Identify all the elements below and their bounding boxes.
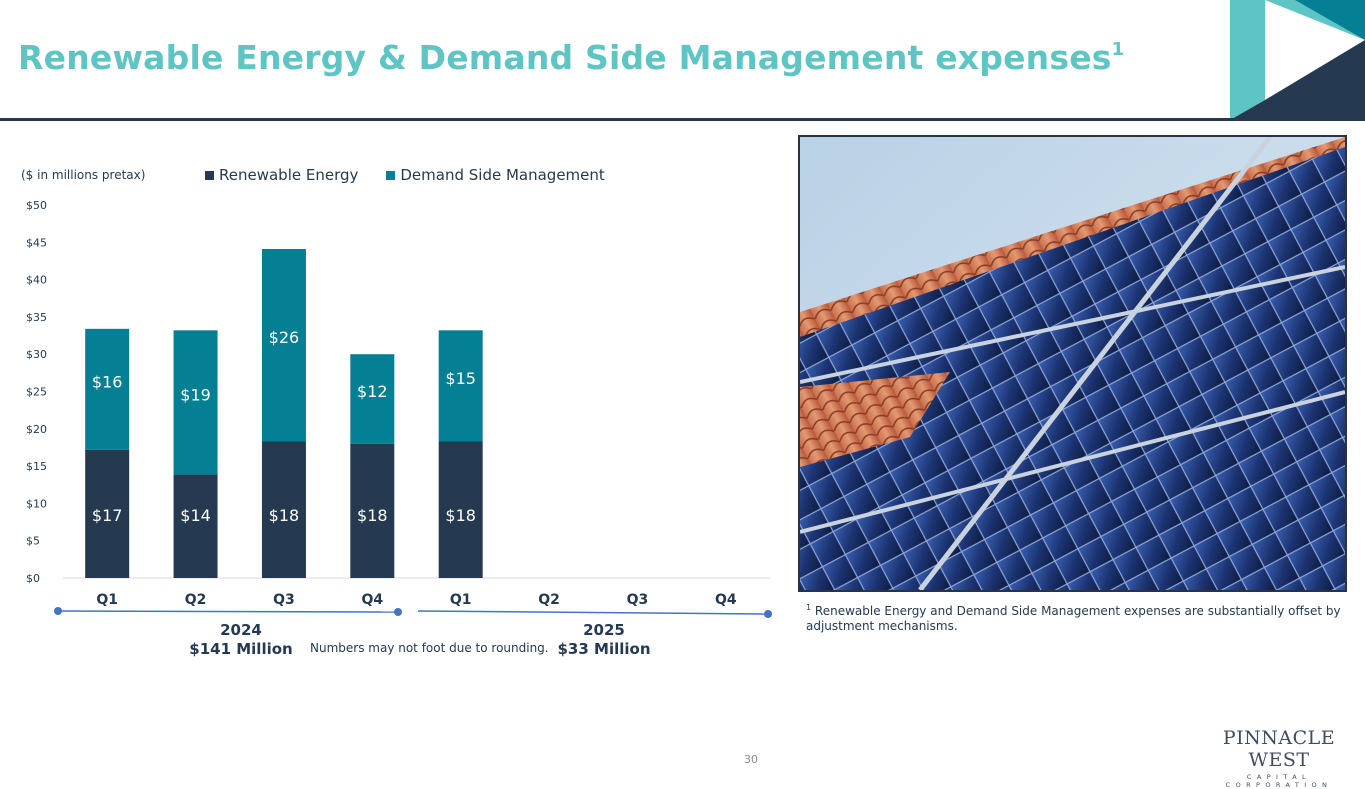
y-tick-label: $20 — [26, 423, 47, 436]
year-2024-bracket-start — [54, 607, 62, 615]
company-logo: PINNACLE WEST CAPITAL CORPORATION — [1204, 727, 1354, 789]
logo-main-text: PINNACLE WEST — [1222, 727, 1336, 771]
x-tick-label: Q2 — [185, 592, 207, 608]
y-tick-label: $35 — [26, 311, 47, 324]
x-tick-label: Q4 — [715, 592, 737, 608]
bar-dsm — [173, 330, 218, 475]
legend-swatch-renewable — [205, 170, 214, 180]
y-tick-label: $45 — [26, 236, 47, 249]
page-number: 30 — [744, 753, 758, 766]
solar-panels-photo — [798, 135, 1347, 592]
bar-renewable — [438, 441, 483, 578]
legend-label-dsm: Demand Side Management — [400, 166, 605, 184]
x-tick-label: Q1 — [96, 592, 118, 608]
y-tick-label: $30 — [26, 348, 47, 361]
data-label-dsm: $15 — [445, 369, 476, 388]
data-label-renewable: $17 — [92, 506, 123, 525]
logo-sub-text: CAPITAL CORPORATION — [1225, 773, 1333, 789]
y-tick-label: $5 — [26, 535, 40, 548]
bar-dsm — [350, 354, 395, 444]
year-2024-total: $141 Million — [189, 640, 293, 658]
bar-renewable — [350, 443, 395, 578]
y-tick-label: $50 — [26, 199, 47, 212]
bar-renewable — [261, 441, 306, 578]
solar-panels-illustration — [800, 137, 1345, 590]
year-2025-total: $33 Million — [557, 640, 651, 658]
bar-dsm — [85, 328, 130, 450]
y-tick-label: $40 — [26, 274, 47, 287]
x-tick-label: Q2 — [538, 592, 560, 608]
year-2025-bracket-end — [764, 610, 772, 618]
x-tick-label: Q4 — [361, 592, 383, 608]
year-group-2025: 2025 $33 Million — [524, 621, 684, 659]
y-tick-label: $25 — [26, 386, 47, 399]
y-tick-label: $10 — [26, 497, 47, 510]
legend-label-renewable: Renewable Energy — [219, 166, 359, 184]
bar-renewable — [85, 449, 130, 578]
chart-legend: Renewable Energy Demand Side Management — [205, 166, 605, 184]
footnote-text: Renewable Energy and Demand Side Managem… — [806, 604, 1341, 633]
bar-dsm — [261, 249, 306, 442]
year-2024-bracket — [57, 610, 399, 613]
data-label-dsm: $26 — [269, 328, 300, 347]
stacked-bar-chart: $0 $5 $10 $15 $20 $25 $30 $35 $40 $45 $50 $17 $16 Q1 $… — [26, 199, 772, 618]
year-2024-bracket-end — [394, 608, 402, 616]
corner-decoration — [1230, 0, 1365, 120]
data-label-dsm: $12 — [357, 382, 388, 401]
year-group-2024: 2024 $141 Million — [161, 621, 321, 659]
data-label-dsm: $16 — [92, 372, 123, 391]
legend-swatch-dsm — [386, 170, 396, 180]
page-title: Renewable Energy & Demand Side Managemen… — [18, 38, 1125, 77]
footnote-marker: 1 — [806, 603, 812, 612]
bar-dsm — [438, 330, 483, 442]
y-tick-label: $0 — [26, 572, 40, 585]
x-tick-label: Q1 — [450, 592, 472, 608]
year-2025-bracket — [417, 610, 769, 615]
bar-renewable — [173, 474, 218, 578]
data-label-renewable: $14 — [180, 506, 211, 525]
data-label-renewable: $18 — [269, 506, 300, 525]
header-divider — [0, 118, 1365, 121]
legend-renewable: Renewable Energy — [205, 166, 358, 184]
data-label-renewable: $18 — [445, 506, 476, 525]
x-tick-label: Q3 — [273, 592, 295, 608]
year-2025-label: 2025 — [583, 621, 625, 639]
year-2024-label: 2024 — [220, 621, 262, 639]
x-tick-label: Q3 — [627, 592, 649, 608]
units-note: ($ in millions pretax) — [21, 168, 146, 182]
y-tick-label: $15 — [26, 460, 47, 473]
footnote: 1 Renewable Energy and Demand Side Manag… — [806, 600, 1346, 634]
data-label-dsm: $19 — [180, 385, 211, 404]
data-label-renewable: $18 — [357, 506, 388, 525]
legend-dsm: Demand Side Management — [386, 166, 605, 184]
rounding-note: Numbers may not foot due to rounding. — [310, 641, 549, 655]
